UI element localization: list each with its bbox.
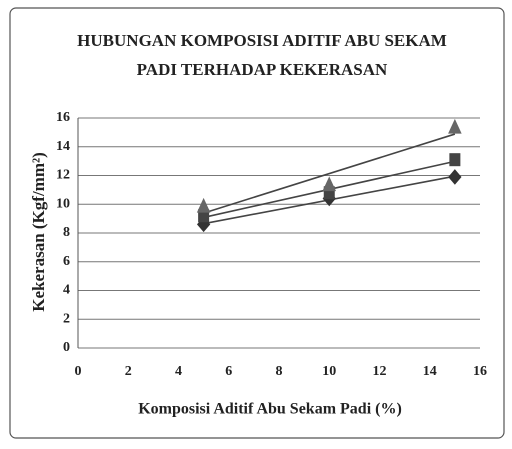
y-tick-label: 16 [56, 110, 70, 125]
x-tick-label: 14 [423, 364, 437, 379]
chart-title: HUBUNGAN KOMPOSISI ADITIF ABU SEKAM [77, 31, 447, 50]
y-tick-label: 4 [63, 283, 70, 298]
y-tick-label: 8 [63, 225, 70, 240]
point [448, 169, 462, 185]
x-tick-label: 10 [322, 364, 336, 379]
y-tick-label: 6 [63, 254, 70, 269]
y-tick-label: 12 [56, 168, 70, 183]
y-tick-label: 10 [56, 196, 70, 211]
y-tick-label: 2 [63, 311, 70, 326]
point [449, 153, 461, 167]
y-tick-label: 14 [56, 139, 70, 154]
x-axis-label: Komposisi Aditif Abu Sekam Padi (%) [138, 401, 402, 418]
x-tick-label: 8 [276, 364, 283, 379]
trend-line [203, 133, 456, 214]
x-tick-label: 0 [75, 364, 82, 379]
y-axis-label: Kekerasan (Kgf/mm²) [29, 152, 48, 311]
point [196, 197, 211, 213]
chart-title: PADI TERHADAP KEKERASAN [137, 60, 388, 79]
x-tick-label: 2 [125, 364, 132, 379]
x-tick-label: 4 [175, 364, 182, 379]
x-tick-label: 12 [373, 364, 387, 379]
x-tick-label: 6 [225, 364, 232, 379]
y-tick-label: 0 [63, 340, 70, 355]
point [448, 118, 462, 134]
chart-border [9, 7, 505, 439]
x-tick-label: 16 [473, 364, 487, 379]
point [322, 176, 337, 192]
